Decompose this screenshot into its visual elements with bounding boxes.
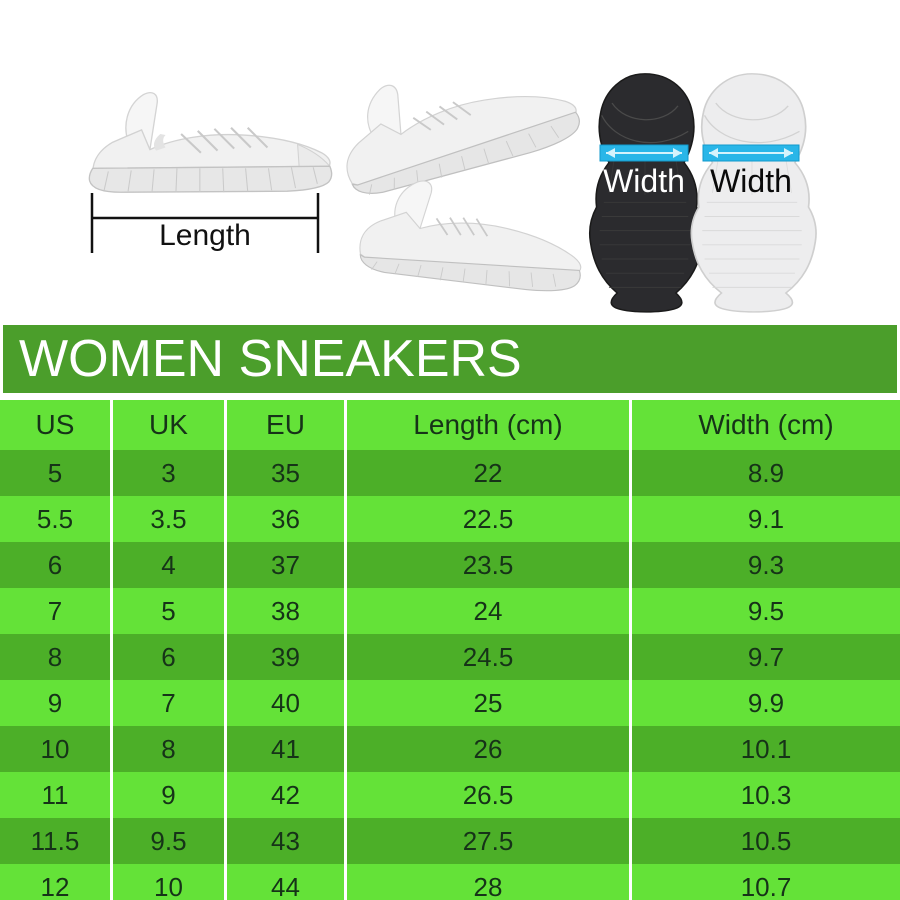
svg-text:Length: Length: [159, 219, 251, 252]
svg-text:Width: Width: [710, 163, 792, 199]
svg-text:Width: Width: [603, 163, 685, 199]
